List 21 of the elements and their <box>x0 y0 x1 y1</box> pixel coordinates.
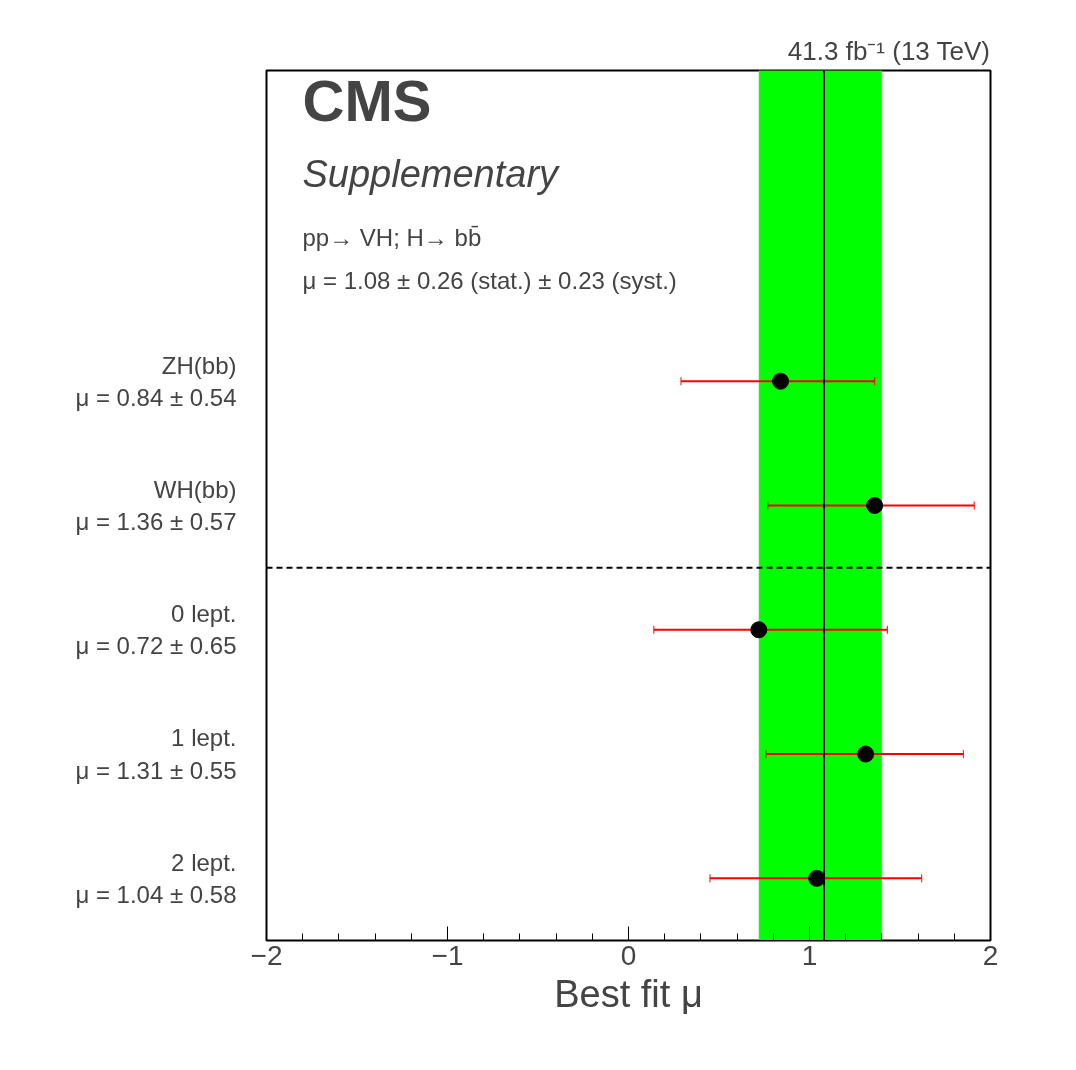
text: Supplementary <box>302 152 561 195</box>
x-tick-label: 1 <box>801 939 818 971</box>
y-tick-label: 2 lept. μ = 1.04 ± 0.58 <box>75 848 237 909</box>
chart-title: 41.3 fb⁻¹ (13 TeV) <box>787 35 991 66</box>
y-tick-label: WH(bb) μ = 1.36 ± 0.57 <box>75 475 237 536</box>
y-tick-label: ZH(bb) μ = 0.84 ± 0.54 <box>75 351 237 411</box>
x-tick-label: −2 <box>250 939 283 971</box>
x-tick-label: 2 <box>982 939 999 971</box>
point <box>750 621 768 639</box>
x-axis-title: Best fit μ <box>554 972 703 1015</box>
y-tick-label: 0 lept. μ = 0.72 ± 0.65 <box>75 600 237 660</box>
text: CMS <box>302 67 432 133</box>
x-tick-label: 0 <box>620 939 637 971</box>
point <box>808 869 826 887</box>
text: pp→ VH; H→ bb̄ <box>302 223 482 251</box>
text: μ = 1.08 ± 0.26 (stat.) ± 0.23 (syst.) <box>302 267 677 295</box>
point <box>772 372 790 390</box>
point <box>857 745 875 763</box>
x-tick-label: −1 <box>431 939 464 971</box>
point <box>866 497 884 514</box>
y-tick-label: 1 lept. μ = 1.31 ± 0.55 <box>75 724 237 784</box>
